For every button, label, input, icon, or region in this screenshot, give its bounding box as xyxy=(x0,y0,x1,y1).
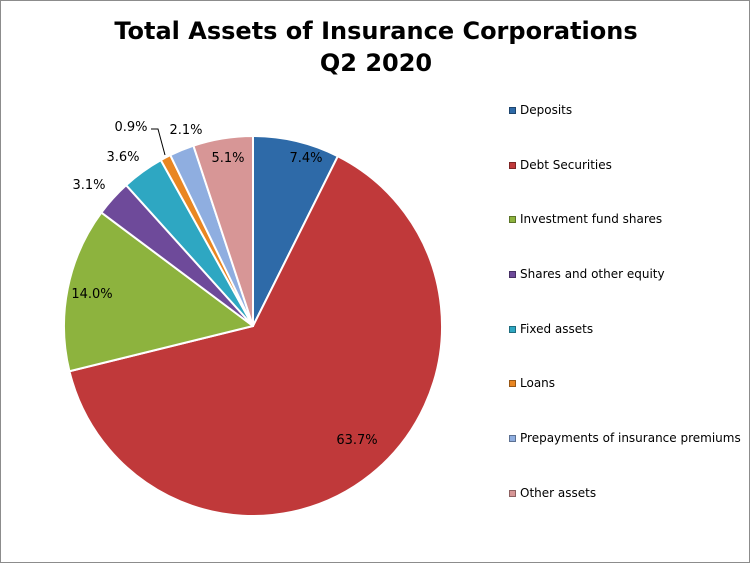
legend-item: Debt Securities xyxy=(509,157,741,212)
data-label-fixed-assets: 3.6% xyxy=(106,150,139,165)
legend-swatch xyxy=(509,380,516,388)
legend-label: Other assets xyxy=(520,485,597,500)
legend-label: Loans xyxy=(520,376,556,391)
chart-title-line-2: Q2 2020 xyxy=(319,49,433,77)
legend-swatch xyxy=(509,489,516,497)
legend-item: Loans xyxy=(509,375,741,430)
legend-swatch xyxy=(509,435,516,443)
data-label-debt-securities: 63.7% xyxy=(336,433,377,448)
leader-line-loans xyxy=(151,128,166,156)
pie-slice-debt-securities xyxy=(68,155,443,517)
data-label-shares-and-other-equity: 3.1% xyxy=(72,178,105,193)
legend-label: Shares and other equity xyxy=(520,267,665,282)
data-label-loans: 0.9% xyxy=(114,120,147,135)
legend-label: Investment fund shares xyxy=(520,212,663,227)
legend-item: Investment fund shares xyxy=(509,211,741,266)
pie-slice-investment-fund-shares xyxy=(63,211,254,373)
legend-item: Shares and other equity xyxy=(509,266,741,321)
pie-slice-other-assets xyxy=(192,135,254,327)
legend-swatch xyxy=(509,325,516,333)
data-label-prepayments-of-insurance-premiums: 2.1% xyxy=(169,123,202,138)
leader-lines xyxy=(151,128,166,156)
data-labels: 7.4% 63.7% 14.0% 3.1%3.6% 0.9% 2.1% 5.1% xyxy=(71,120,377,448)
legend-label: Fixed assets xyxy=(520,321,594,336)
legend-swatch xyxy=(509,161,516,169)
legend-label: Prepayments of insurance premiums xyxy=(520,431,741,446)
legend-item: Fixed assets xyxy=(509,321,741,376)
data-label-other-assets: 5.1% xyxy=(211,151,244,166)
legend: Deposits Debt Securities Investment fund s… xyxy=(509,102,741,540)
legend-item: Other assets xyxy=(509,485,741,540)
legend-swatch xyxy=(509,271,516,279)
legend-swatch xyxy=(509,107,516,114)
legend-swatch xyxy=(509,216,516,224)
legend-label: Debt Securities xyxy=(520,157,612,172)
chart-title-line-1: Total Assets of Insurance Corporations xyxy=(114,17,638,45)
data-label-investment-fund-shares: 14.0% xyxy=(71,287,112,302)
data-label-deposits: 7.4% xyxy=(289,151,322,166)
legend-item: Prepayments of insurance premiums xyxy=(509,430,741,485)
legend-label: Deposits xyxy=(520,103,573,117)
pie-slices xyxy=(63,135,443,517)
chart-title: Total Assets of Insurance Corporations Q… xyxy=(1,15,749,79)
legend-item: Deposits xyxy=(509,102,741,157)
